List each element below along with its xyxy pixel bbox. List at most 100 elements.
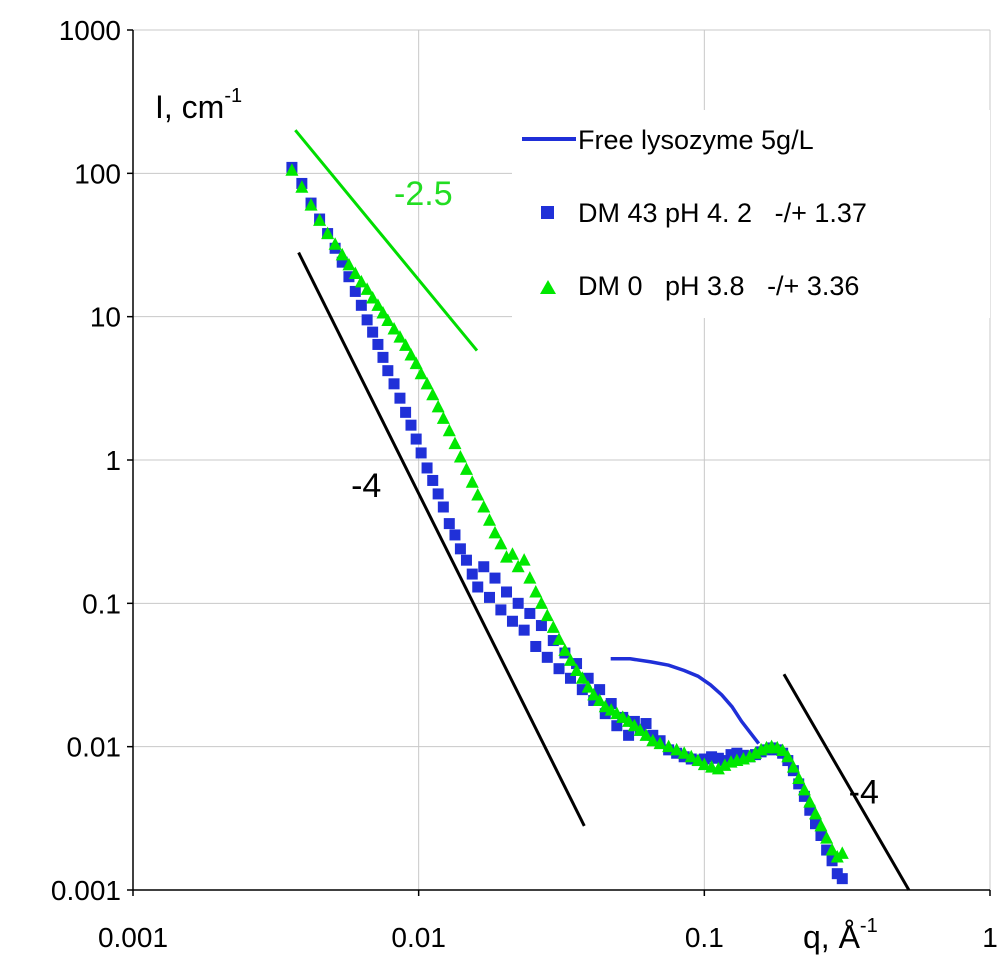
data-point-dm43 [410, 433, 422, 445]
data-point-dm43 [804, 804, 816, 816]
data-point-dm43 [553, 663, 565, 675]
data-point-dm0 [786, 760, 800, 773]
data-point-dm43 [599, 708, 611, 720]
slope-annotations: -2.5 -4 -4 [351, 175, 879, 812]
data-point-dm0 [360, 282, 374, 295]
y-axis-title-superscript: -1 [224, 85, 242, 107]
legend-marker-dm0 [540, 280, 556, 294]
data-point-dm0 [552, 632, 566, 645]
data-point-dm0 [523, 571, 537, 584]
data-point-dm0 [376, 306, 390, 319]
data-point-dm0 [328, 237, 342, 250]
x-tick-label: 0.1 [685, 922, 724, 953]
data-point-dm43 [489, 572, 501, 584]
data-point-dm43 [712, 752, 724, 764]
data-point-dm0 [718, 758, 732, 771]
data-point-dm0 [639, 728, 653, 741]
data-point-dm0 [431, 399, 445, 413]
data-point-dm0 [517, 553, 531, 566]
data-point-dm43 [343, 271, 355, 283]
data-point-dm0 [387, 322, 401, 335]
data-point-dm0 [488, 525, 502, 539]
data-point-dm0 [653, 736, 667, 750]
data-point-dm43 [443, 518, 455, 530]
data-point-dm43 [415, 447, 427, 459]
data-point-dm43 [594, 684, 606, 696]
data-point-dm0 [285, 163, 299, 176]
data-point-dm0 [587, 687, 601, 701]
x-tick-label: 0.01 [391, 922, 446, 953]
data-point-dm0 [809, 806, 823, 820]
data-point-dm0 [581, 680, 595, 693]
data-point-dm0 [442, 423, 456, 437]
series-layer [285, 161, 849, 885]
data-point-dm0 [420, 376, 434, 390]
data-point-dm43 [367, 326, 379, 338]
data-point-dm0 [697, 757, 711, 771]
data-point-dm43 [731, 747, 743, 759]
data-point-dm43 [421, 462, 433, 474]
data-point-dm43 [478, 561, 490, 573]
data-point-dm0 [748, 746, 762, 759]
data-point-dm0 [575, 671, 589, 684]
legend-label-dm43: DM 43 pH 4. 2 -/+ 1.37 [578, 198, 867, 228]
data-point-dm0 [776, 743, 790, 757]
legend-label-dm0: DM 0 pH 3.8 -/+ 3.36 [578, 271, 859, 301]
data-point-dm0 [743, 749, 757, 763]
data-point-dm43 [564, 672, 576, 684]
data-point-dm43 [506, 615, 518, 627]
legend-marker-dm43 [541, 206, 554, 219]
data-point-dm0 [534, 596, 548, 609]
guide-lines [294, 129, 911, 891]
data-point-dm43 [449, 529, 461, 541]
data-point-dm0 [354, 274, 368, 288]
data-point-dm0 [483, 513, 497, 526]
data-point-dm0 [477, 499, 491, 513]
data-point-dm43 [388, 378, 400, 390]
data-point-dm0 [409, 356, 423, 370]
data-point-dm0 [627, 718, 641, 732]
annotation-slope-green: -2.5 [394, 175, 453, 213]
x-axis-title: q, Å-1 [803, 915, 878, 955]
y-tick-label: 1000 [59, 15, 121, 46]
data-point-dm0 [633, 723, 647, 736]
data-point-dm43 [405, 419, 417, 431]
data-point-dm43 [576, 684, 588, 696]
data-point-dm0 [540, 608, 554, 622]
data-point-dm0 [835, 846, 849, 859]
y-tick-label: 0.01 [67, 732, 122, 763]
y-tick-label: 0.1 [82, 588, 121, 619]
data-point-dm0 [448, 436, 462, 450]
data-point-dm0 [295, 180, 309, 193]
data-point-dm0 [321, 226, 335, 240]
data-point-dm0 [570, 663, 584, 676]
data-point-dm43 [400, 406, 412, 418]
data-point-dm0 [563, 653, 577, 666]
data-point-dm0 [684, 749, 698, 763]
data-point-dm43 [518, 624, 530, 636]
data-point-dm0 [414, 366, 428, 380]
data-point-dm0 [342, 257, 356, 271]
data-point-dm0 [511, 559, 525, 573]
data-point-dm43 [706, 751, 718, 763]
data-point-dm43 [460, 554, 472, 566]
data-point-dm0 [781, 749, 795, 763]
data-point-dm0 [436, 411, 450, 424]
annotation-slope-right: -4 [849, 774, 879, 812]
data-point-dm0 [711, 761, 725, 775]
data-point-dm0 [399, 338, 413, 351]
data-point-dm43 [821, 844, 833, 856]
data-point-dm0 [662, 739, 676, 753]
annotation-slope-left: -4 [351, 467, 381, 505]
data-point-dm43 [472, 581, 484, 593]
data-point-dm0 [335, 247, 349, 261]
x-tick-label: 1 [982, 922, 998, 953]
data-point-dm0 [825, 843, 839, 856]
data-point-dm43 [512, 597, 524, 609]
slope-guide-line [782, 673, 911, 891]
y-tick-label: 10 [90, 302, 121, 333]
data-point-dm43 [535, 620, 547, 632]
data-point-dm0 [558, 643, 572, 656]
legend-background [512, 110, 990, 318]
data-point-dm0 [820, 831, 834, 844]
